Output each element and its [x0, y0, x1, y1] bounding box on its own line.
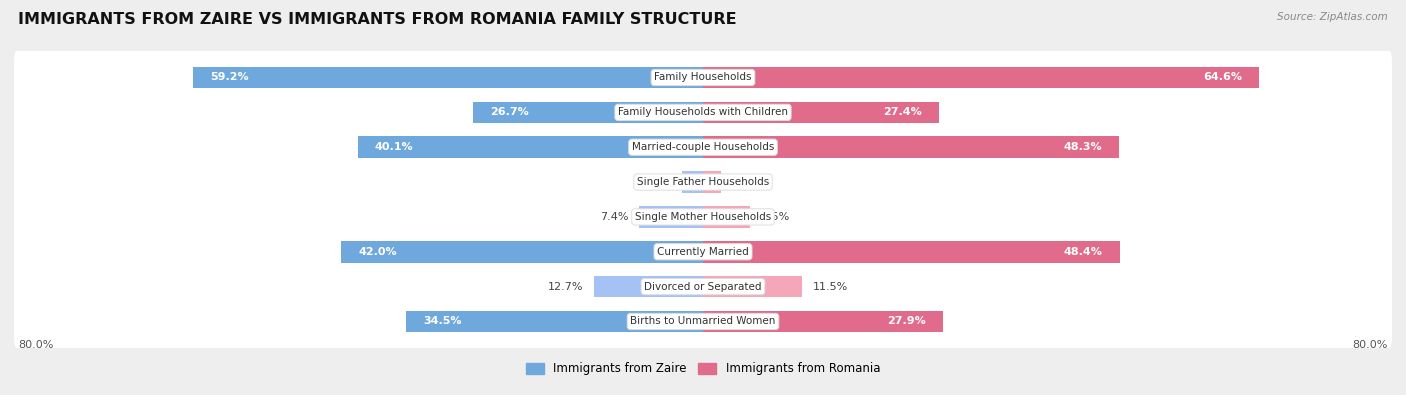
Bar — [703, 276, 801, 297]
Text: 27.9%: 27.9% — [887, 316, 927, 326]
Text: Single Father Households: Single Father Households — [637, 177, 769, 187]
Text: 2.4%: 2.4% — [644, 177, 672, 187]
Bar — [703, 310, 943, 332]
Text: Currently Married: Currently Married — [657, 247, 749, 257]
Text: 48.4%: 48.4% — [1064, 247, 1102, 257]
Text: Single Mother Households: Single Mother Households — [636, 212, 770, 222]
Bar — [703, 67, 1260, 88]
Bar — [703, 102, 939, 123]
Text: Family Households: Family Households — [654, 73, 752, 83]
Text: IMMIGRANTS FROM ZAIRE VS IMMIGRANTS FROM ROMANIA FAMILY STRUCTURE: IMMIGRANTS FROM ZAIRE VS IMMIGRANTS FROM… — [18, 12, 737, 27]
Bar — [682, 171, 703, 193]
Bar — [640, 206, 703, 228]
Bar — [193, 67, 703, 88]
Bar — [703, 206, 751, 228]
Bar — [593, 276, 703, 297]
Bar — [703, 136, 1119, 158]
Bar — [703, 241, 1119, 263]
Bar — [357, 136, 703, 158]
Text: Source: ZipAtlas.com: Source: ZipAtlas.com — [1277, 12, 1388, 22]
Text: 48.3%: 48.3% — [1063, 142, 1102, 152]
Text: 2.1%: 2.1% — [731, 177, 759, 187]
Text: 80.0%: 80.0% — [1353, 340, 1388, 350]
FancyBboxPatch shape — [14, 260, 1392, 313]
Text: 34.5%: 34.5% — [423, 316, 461, 326]
Text: 11.5%: 11.5% — [813, 282, 848, 292]
Text: Married-couple Households: Married-couple Households — [631, 142, 775, 152]
Text: 80.0%: 80.0% — [18, 340, 53, 350]
Text: Divorced or Separated: Divorced or Separated — [644, 282, 762, 292]
Text: 40.1%: 40.1% — [375, 142, 413, 152]
Text: 26.7%: 26.7% — [491, 107, 529, 117]
Text: 27.4%: 27.4% — [883, 107, 922, 117]
Bar — [406, 310, 703, 332]
Text: Births to Unmarried Women: Births to Unmarried Women — [630, 316, 776, 326]
Text: 64.6%: 64.6% — [1204, 73, 1241, 83]
Text: 7.4%: 7.4% — [600, 212, 628, 222]
FancyBboxPatch shape — [14, 225, 1392, 278]
Bar — [703, 171, 721, 193]
FancyBboxPatch shape — [14, 51, 1392, 104]
FancyBboxPatch shape — [14, 295, 1392, 348]
Legend: Immigrants from Zaire, Immigrants from Romania: Immigrants from Zaire, Immigrants from R… — [522, 358, 884, 380]
Bar — [472, 102, 703, 123]
Bar — [342, 241, 703, 263]
FancyBboxPatch shape — [14, 190, 1392, 243]
Text: 12.7%: 12.7% — [548, 282, 583, 292]
FancyBboxPatch shape — [14, 86, 1392, 139]
Text: Family Households with Children: Family Households with Children — [619, 107, 787, 117]
Text: 5.5%: 5.5% — [761, 212, 789, 222]
FancyBboxPatch shape — [14, 156, 1392, 209]
FancyBboxPatch shape — [14, 121, 1392, 174]
Text: 42.0%: 42.0% — [359, 247, 396, 257]
Text: 59.2%: 59.2% — [211, 73, 249, 83]
